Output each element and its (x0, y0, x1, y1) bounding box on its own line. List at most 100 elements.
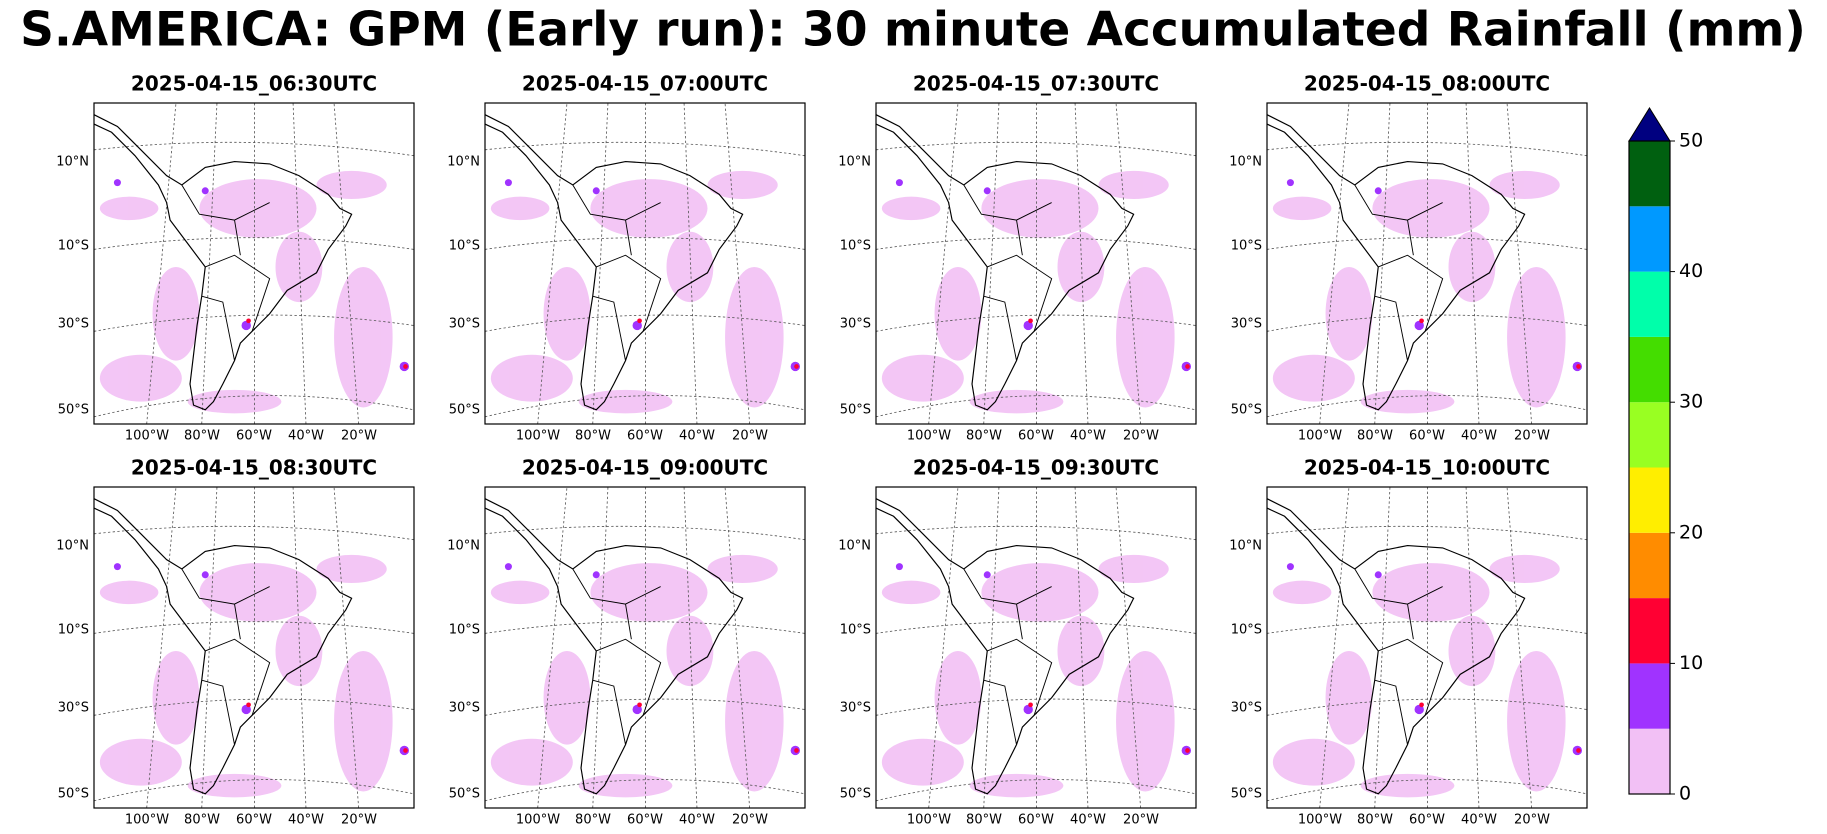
lat-label: 30°S (840, 317, 871, 332)
map-panel: 10°N 10°S 30°S 50°S 100°W 80°W 60°W 40°W 20°W (447, 486, 806, 828)
panel-title: 2025-04-15_08:00UTC (1304, 72, 1550, 96)
lat-label: 10°N (447, 155, 480, 170)
lon-label: 40°W (1070, 813, 1106, 828)
map (1267, 487, 1587, 808)
panel-title: 2025-04-15_07:00UTC (522, 72, 768, 96)
map-panel: 10°N 10°S 30°S 50°S 100°W 80°W 60°W 40°W 20°W (447, 102, 806, 444)
panel-title: 2025-04-15_06:30UTC (131, 72, 377, 96)
map (94, 103, 414, 424)
figure-title: S.AMERICA: GPM (Early run): 30 minute Ac… (20, 3, 1806, 58)
lon-label: 100°W (125, 813, 169, 828)
map (485, 487, 805, 808)
lon-label: 80°W (184, 429, 220, 444)
lat-label: 10°N (56, 539, 89, 554)
map (485, 103, 805, 424)
colorbar-frame (1628, 140, 1671, 795)
map (876, 103, 1196, 424)
lat-label: 50°S (1231, 403, 1262, 418)
colorbar-tick-label: 0 (1679, 783, 1691, 805)
lon-label: 60°W (236, 813, 272, 828)
lat-label: 10°S (1231, 239, 1262, 254)
lon-label: 40°W (288, 813, 324, 828)
lon-label: 100°W (907, 813, 951, 828)
map-content (1267, 487, 1587, 808)
lon-label: 100°W (516, 429, 560, 444)
lon-label: 40°W (679, 429, 715, 444)
lat-label: 30°S (1231, 317, 1262, 332)
map-content (94, 487, 414, 808)
lat-label: 10°S (840, 623, 871, 638)
lat-label: 50°S (840, 403, 871, 418)
lon-label: 40°W (679, 813, 715, 828)
lon-label: 20°W (732, 813, 768, 828)
lon-label: 20°W (732, 429, 768, 444)
panel-title: 2025-04-15_10:00UTC (1304, 456, 1550, 480)
lon-label: 20°W (341, 813, 377, 828)
colorbar-extend (1628, 107, 1671, 142)
colorbar-segment (1629, 402, 1670, 468)
lat-label: 10°N (447, 539, 480, 554)
lat-label: 10°S (58, 623, 89, 638)
lon-label: 80°W (1357, 813, 1393, 828)
lat-label: 10°S (449, 623, 480, 638)
colorbar-segment (1629, 336, 1670, 403)
lon-label: 80°W (575, 813, 611, 828)
lon-label: 80°W (1357, 429, 1393, 444)
lon-label: 60°W (627, 813, 663, 828)
map-content (876, 487, 1196, 808)
lon-label: 80°W (966, 429, 1002, 444)
lat-label: 50°S (449, 403, 480, 418)
lon-label: 80°W (966, 813, 1002, 828)
map-panel: 10°N 10°S 30°S 50°S 100°W 80°W 60°W 40°W 20°W (838, 102, 1197, 444)
map-content (876, 103, 1196, 424)
lat-label: 30°S (449, 701, 480, 716)
lat-label: 10°N (56, 155, 89, 170)
lat-label: 10°N (838, 155, 871, 170)
panel-frame (875, 102, 1197, 425)
panel-title: 2025-04-15_09:30UTC (913, 456, 1159, 480)
map-content (94, 103, 414, 424)
lat-label: 10°N (1229, 539, 1262, 554)
map-panel: 10°N 10°S 30°S 50°S 100°W 80°W 60°W 40°W 20°W (838, 486, 1197, 828)
colorbar-tick-label: 50 (1679, 130, 1703, 152)
lat-label: 30°S (58, 701, 89, 716)
lat-label: 10°S (449, 239, 480, 254)
lon-label: 100°W (1298, 429, 1342, 444)
lon-label: 20°W (341, 429, 377, 444)
colorbar-segment (1629, 598, 1670, 664)
lon-label: 100°W (516, 813, 560, 828)
lon-label: 40°W (1070, 429, 1106, 444)
lat-label: 50°S (58, 403, 89, 418)
lon-label: 20°W (1123, 813, 1159, 828)
colorbar-segment (1629, 728, 1670, 794)
lon-label: 20°W (1514, 429, 1550, 444)
colorbar-segment (1629, 467, 1670, 533)
lon-label: 80°W (575, 429, 611, 444)
lon-label: 80°W (184, 813, 220, 828)
lon-label: 100°W (125, 429, 169, 444)
panel-title: 2025-04-15_09:00UTC (522, 456, 768, 480)
colorbar-segment (1629, 271, 1670, 337)
map-panel: 10°N 10°S 30°S 50°S 100°W 80°W 60°W 40°W 20°W (56, 102, 415, 444)
colorbar-tick-label: 40 (1679, 260, 1703, 282)
map-content (1267, 103, 1587, 424)
lat-label: 10°N (838, 539, 871, 554)
panel-frame (1266, 486, 1588, 809)
map (94, 487, 414, 808)
lon-label: 60°W (1018, 429, 1054, 444)
lon-label: 20°W (1123, 429, 1159, 444)
lat-label: 10°S (58, 239, 89, 254)
lon-label: 100°W (1298, 813, 1342, 828)
lon-label: 40°W (1461, 813, 1497, 828)
colorbar-segment (1629, 532, 1670, 599)
colorbar-segment (1629, 663, 1670, 729)
lat-label: 10°S (1231, 623, 1262, 638)
panel-title: 2025-04-15_07:30UTC (913, 72, 1159, 96)
lat-label: 10°N (1229, 155, 1262, 170)
lon-label: 40°W (1461, 429, 1497, 444)
colorbar-segment (1629, 141, 1670, 207)
map (1267, 103, 1587, 424)
colorbar-tick-label: 10 (1679, 652, 1703, 674)
